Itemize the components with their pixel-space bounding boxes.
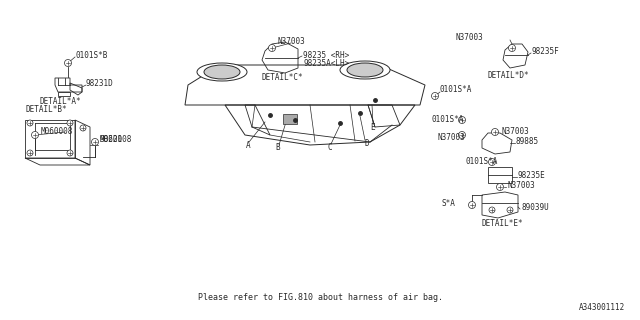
- Text: D: D: [365, 139, 369, 148]
- Text: S*A: S*A: [442, 199, 456, 209]
- Text: 98235F: 98235F: [532, 47, 560, 57]
- Ellipse shape: [347, 63, 383, 77]
- Text: N37003: N37003: [455, 34, 483, 43]
- Bar: [488, 167, 512, 183]
- Circle shape: [497, 183, 504, 190]
- Text: 89885: 89885: [516, 138, 539, 147]
- Text: DETAIL*A*: DETAIL*A*: [40, 98, 82, 107]
- Text: A343001112: A343001112: [579, 303, 625, 312]
- Circle shape: [488, 158, 495, 165]
- Text: DETAIL*D*: DETAIL*D*: [488, 71, 530, 81]
- Text: N37003: N37003: [507, 181, 535, 190]
- Circle shape: [80, 125, 86, 131]
- Circle shape: [67, 120, 73, 126]
- Circle shape: [509, 44, 515, 52]
- Ellipse shape: [204, 65, 240, 79]
- Circle shape: [67, 150, 73, 156]
- Circle shape: [431, 92, 438, 100]
- Bar: [283, 114, 297, 124]
- Text: N37003: N37003: [278, 36, 306, 45]
- Text: DETAIL*B*: DETAIL*B*: [25, 106, 67, 115]
- Circle shape: [468, 202, 476, 209]
- Text: 0101S*A: 0101S*A: [465, 157, 497, 166]
- Text: DETAIL*E*: DETAIL*E*: [482, 220, 524, 228]
- Circle shape: [492, 129, 499, 135]
- Text: Please refer to FIG.810 about harness of air bag.: Please refer to FIG.810 about harness of…: [198, 293, 442, 302]
- Circle shape: [458, 132, 465, 139]
- Text: 0101S*A: 0101S*A: [432, 116, 465, 124]
- Text: 98231D: 98231D: [86, 79, 114, 89]
- Text: 98235 <RH>: 98235 <RH>: [303, 51, 349, 60]
- Text: 89039U: 89039U: [521, 204, 548, 212]
- Circle shape: [27, 120, 33, 126]
- Text: 0101S*B: 0101S*B: [75, 51, 108, 60]
- Text: 98235A<LH>: 98235A<LH>: [303, 60, 349, 68]
- Circle shape: [489, 207, 495, 213]
- Text: 98235E: 98235E: [518, 172, 546, 180]
- Ellipse shape: [340, 61, 390, 79]
- Circle shape: [31, 132, 38, 139]
- Text: C: C: [328, 142, 332, 151]
- Ellipse shape: [197, 63, 247, 81]
- Text: M060008: M060008: [100, 134, 132, 143]
- Circle shape: [27, 150, 33, 156]
- Text: M060008: M060008: [41, 127, 74, 137]
- Text: A: A: [246, 140, 250, 149]
- Text: DETAIL*C*: DETAIL*C*: [262, 74, 303, 83]
- Circle shape: [65, 60, 72, 67]
- Text: 0101S*A: 0101S*A: [440, 85, 472, 94]
- Circle shape: [507, 207, 513, 213]
- Circle shape: [92, 139, 99, 146]
- Text: B: B: [276, 143, 280, 153]
- Text: 98221: 98221: [100, 135, 123, 145]
- Circle shape: [458, 116, 465, 124]
- Text: N37003: N37003: [502, 126, 530, 135]
- Circle shape: [269, 44, 275, 52]
- Text: N37003: N37003: [437, 133, 465, 142]
- Text: E: E: [371, 123, 375, 132]
